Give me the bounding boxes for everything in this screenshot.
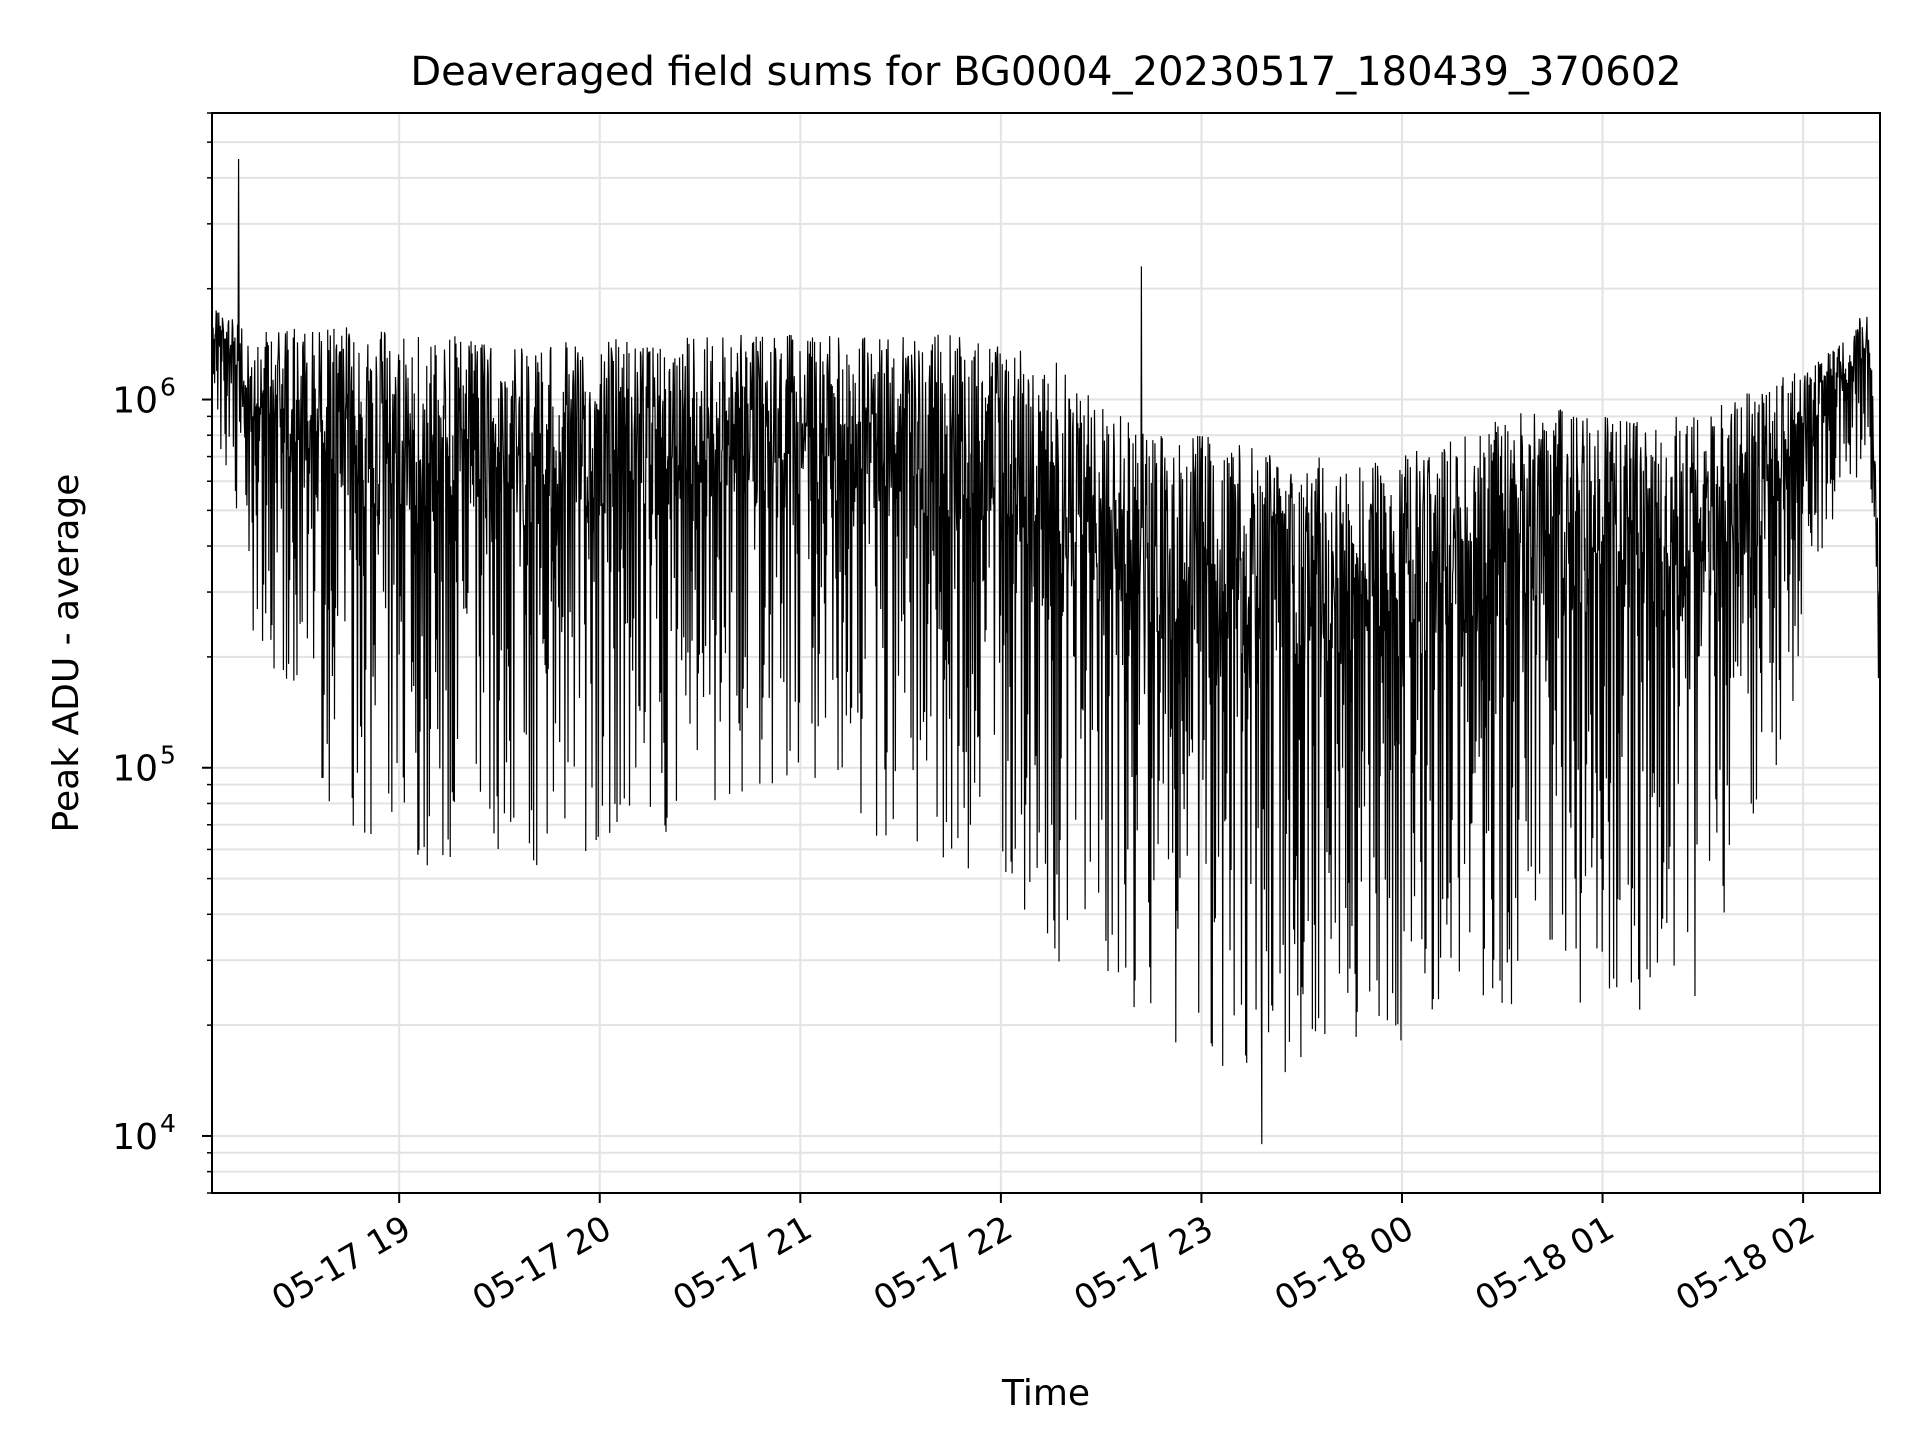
plot-frame	[211, 112, 1881, 1194]
x-tick-label: 05-17 23	[1068, 1208, 1220, 1319]
x-tick-label: 05-17 22	[867, 1208, 1019, 1319]
x-tick-label: 05-18 00	[1268, 1208, 1420, 1319]
x-tick-label: 05-17 19	[265, 1208, 417, 1319]
chart-title: Deaveraged field sums for BG0004_2023051…	[410, 49, 1681, 95]
y-tick-label: 10	[112, 1117, 158, 1158]
y-tick-label: 10	[112, 381, 158, 422]
x-tick-label: 05-18 02	[1669, 1208, 1821, 1319]
y-tick-label: 10	[112, 749, 158, 790]
x-axis: 05-17 19 05-17 20 05-17 21 05-17 22 05-17 23…	[265, 1193, 1822, 1319]
series-line	[211, 158, 1881, 1145]
series-trace	[211, 158, 1881, 1145]
x-axis-label: Time	[1001, 1373, 1090, 1414]
x-tick-label: 05-17 20	[466, 1208, 618, 1319]
y-tick-exponent: 5	[160, 741, 176, 770]
x-tick-label: 05-18 01	[1469, 1208, 1621, 1319]
y-tick-exponent: 6	[160, 373, 176, 402]
x-tick-label: 05-17 21	[666, 1208, 818, 1319]
y-tick-exponent: 4	[160, 1109, 176, 1138]
y-axis-label: Peak ADU - average	[46, 474, 87, 833]
